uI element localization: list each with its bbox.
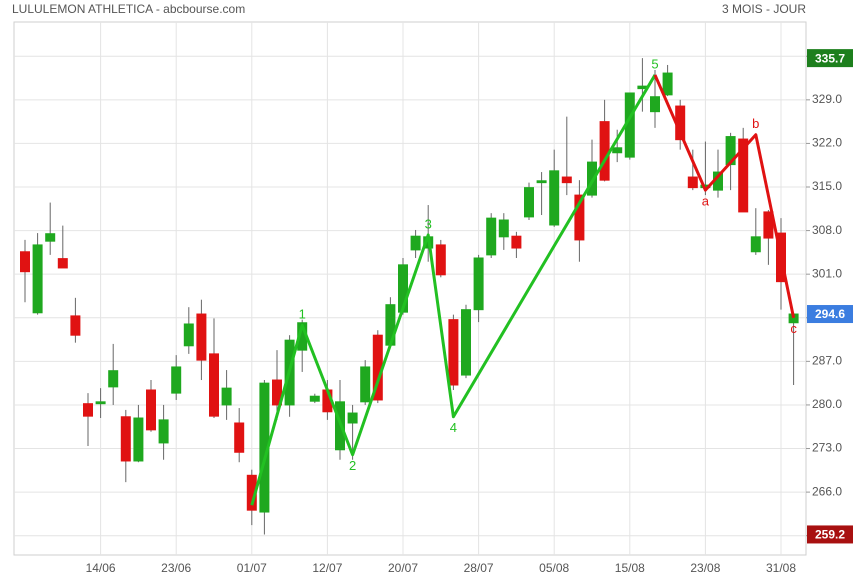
candle-body — [108, 370, 119, 388]
candle-body — [83, 403, 93, 417]
y-tick-label: 322.0 — [812, 136, 842, 150]
x-tick-label: 01/07 — [237, 561, 267, 575]
price-tag — [807, 525, 853, 544]
candle-body — [561, 176, 572, 184]
wave-label: 2 — [349, 458, 356, 473]
candle-body — [347, 412, 358, 424]
price-tag — [807, 49, 853, 68]
y-tick-label: 266.0 — [812, 484, 842, 498]
candle-body — [473, 257, 484, 311]
wave-line — [653, 74, 796, 319]
candle-body — [662, 72, 673, 96]
candle-body — [587, 161, 597, 196]
candle-body — [763, 211, 774, 239]
price-tag-label: 294.6 — [815, 307, 845, 321]
candle-body — [738, 138, 749, 213]
candle-body — [687, 176, 698, 189]
y-tick-label: 329.0 — [812, 92, 842, 106]
y-tick-label: 315.0 — [812, 179, 842, 193]
wave-label: a — [702, 194, 710, 209]
candle-body — [146, 389, 156, 431]
candle-body — [536, 180, 547, 184]
candle-body — [574, 194, 585, 241]
y-tick-label: 301.0 — [812, 266, 842, 280]
candle-body — [461, 309, 471, 376]
y-tick-label: 280.0 — [812, 397, 842, 411]
candle-body — [650, 96, 660, 113]
candle-body — [498, 219, 509, 238]
candle-body — [20, 251, 30, 273]
candle-body — [360, 366, 371, 403]
candle-body — [158, 419, 169, 444]
candle-body — [45, 233, 56, 242]
wave-line — [250, 74, 657, 506]
candle-body — [221, 387, 232, 406]
wave-label: 4 — [450, 420, 457, 435]
x-tick-label: 15/08 — [615, 561, 645, 575]
candle-body — [750, 236, 761, 253]
price-tag-label: 259.2 — [815, 528, 845, 542]
y-tick-label: 308.0 — [812, 223, 842, 237]
candle-body — [511, 235, 522, 249]
wave-label: 3 — [425, 216, 432, 231]
price-tag — [807, 305, 853, 324]
chart-subtitle: 3 MOIS - JOUR — [722, 2, 806, 16]
x-tick-label: 14/06 — [86, 561, 116, 575]
candle-body — [309, 395, 320, 402]
y-tick-label: 273.0 — [812, 441, 842, 455]
y-tick-label: 287.0 — [812, 354, 842, 368]
candle-body — [209, 353, 219, 417]
x-tick-label: 23/08 — [690, 561, 720, 575]
wave-label: c — [790, 321, 797, 336]
candle-body — [57, 258, 68, 269]
price-tag-label: 335.7 — [815, 51, 845, 65]
candle-body — [234, 422, 245, 453]
candle-body — [435, 244, 446, 276]
candle-body — [120, 416, 131, 462]
candle-body — [171, 366, 182, 394]
candle-body — [183, 323, 194, 347]
x-tick-label: 23/06 — [161, 561, 191, 575]
x-tick-label: 28/07 — [464, 561, 494, 575]
candle-body — [95, 401, 106, 405]
candle-body — [612, 147, 623, 154]
candle-body — [410, 235, 421, 251]
x-tick-label: 05/08 — [539, 561, 569, 575]
candle-body — [32, 244, 43, 314]
candle-body — [549, 170, 560, 226]
wave-label: 5 — [651, 56, 658, 71]
x-tick-label: 20/07 — [388, 561, 418, 575]
wave-label: 1 — [299, 307, 306, 322]
candle-body — [599, 121, 610, 181]
x-tick-label: 12/07 — [312, 561, 342, 575]
x-tick-label: 31/08 — [766, 561, 796, 575]
candle-body — [272, 379, 282, 406]
chart-title: LULULEMON ATHLETICA - abcbourse.com — [12, 2, 245, 16]
candle-body — [196, 313, 207, 361]
candle-body — [486, 217, 497, 256]
candle-body — [133, 417, 144, 462]
candle-body — [524, 187, 534, 218]
wave-label: b — [752, 116, 759, 131]
candle-body — [70, 315, 81, 336]
candle-body — [448, 319, 459, 386]
